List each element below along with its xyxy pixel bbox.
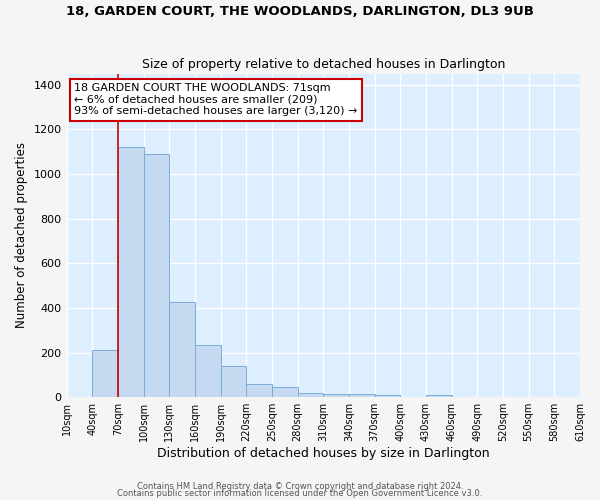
Bar <box>221 366 246 397</box>
Bar <box>143 154 169 397</box>
Bar <box>298 392 323 397</box>
Title: Size of property relative to detached houses in Darlington: Size of property relative to detached ho… <box>142 58 505 71</box>
Bar <box>374 395 400 397</box>
Bar <box>426 395 452 397</box>
Bar <box>323 394 349 397</box>
Bar <box>272 387 298 397</box>
Bar <box>246 384 272 397</box>
X-axis label: Distribution of detached houses by size in Darlington: Distribution of detached houses by size … <box>157 447 490 460</box>
Y-axis label: Number of detached properties: Number of detached properties <box>15 142 28 328</box>
Bar <box>118 147 143 397</box>
Bar <box>92 350 118 397</box>
Bar <box>169 302 195 397</box>
Bar <box>349 394 374 397</box>
Text: Contains public sector information licensed under the Open Government Licence v3: Contains public sector information licen… <box>118 489 482 498</box>
Text: 18, GARDEN COURT, THE WOODLANDS, DARLINGTON, DL3 9UB: 18, GARDEN COURT, THE WOODLANDS, DARLING… <box>66 5 534 18</box>
Text: Contains HM Land Registry data © Crown copyright and database right 2024.: Contains HM Land Registry data © Crown c… <box>137 482 463 491</box>
Bar <box>195 345 221 397</box>
Text: 18 GARDEN COURT THE WOODLANDS: 71sqm
← 6% of detached houses are smaller (209)
9: 18 GARDEN COURT THE WOODLANDS: 71sqm ← 6… <box>74 84 358 116</box>
